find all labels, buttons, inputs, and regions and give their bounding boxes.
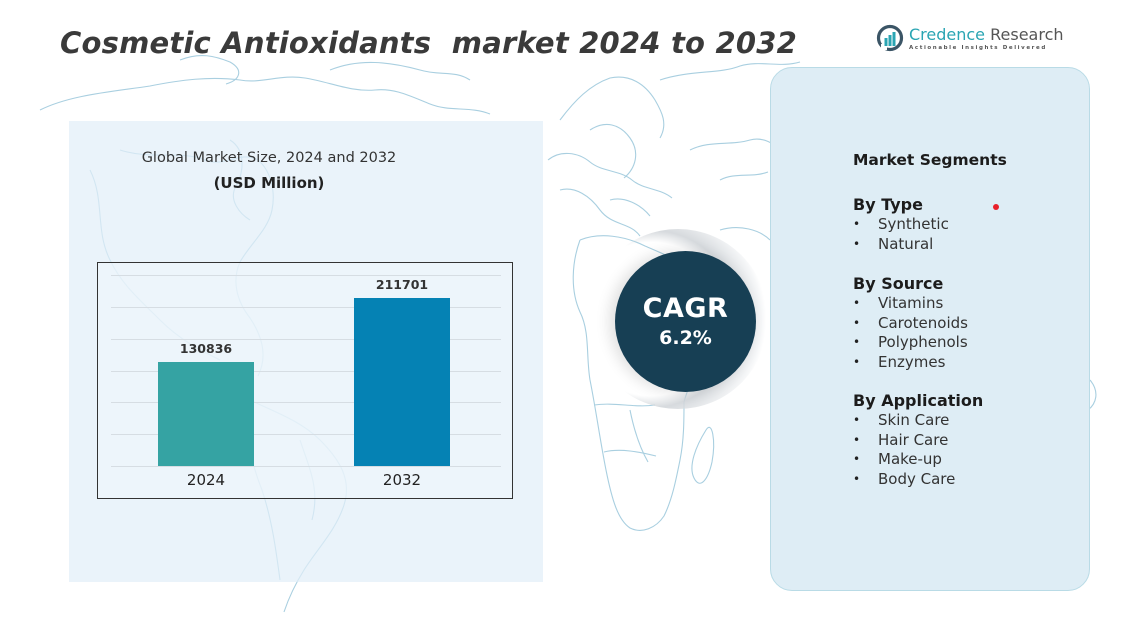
segment-item: • Make-up — [853, 450, 983, 470]
market-segments-title: Market Segments — [853, 151, 1007, 169]
gridline — [111, 434, 501, 436]
segment-item-label: Skin Care — [878, 411, 950, 429]
segment-item: • Hair Care — [853, 431, 983, 451]
market-segments-panel — [770, 67, 1090, 591]
bar-2032 — [354, 297, 450, 466]
red-dot-marker — [993, 204, 999, 210]
bar-chart: 130836 2024 211701 2032 — [97, 262, 513, 499]
segment-item-label: Carotenoids — [878, 313, 968, 332]
page-title: Cosmetic Antioxidants market 2024 to 203… — [60, 26, 797, 60]
chart-title: Global Market Size, 2024 and 2032 — [141, 150, 397, 166]
segment-item-label: Natural — [878, 234, 934, 253]
segment-group-title: By Application — [853, 391, 984, 410]
bullet-icon: • — [853, 413, 861, 427]
bar-value-label: 211701 — [375, 276, 429, 292]
gridline — [111, 275, 501, 276]
bullet-icon: • — [853, 471, 861, 486]
x-axis-label: 2024 — [186, 471, 226, 489]
segment-group-title: By Source — [853, 274, 944, 293]
cagr-value: 6.2% — [659, 326, 712, 349]
segment-group-type: By Type • Synthetic • Natural — [853, 195, 949, 254]
segment-item-label: Enzymes — [878, 352, 946, 371]
segment-item-label: Make-up — [878, 450, 942, 468]
logo-name-accent: Credence — [909, 24, 986, 44]
gridline — [111, 370, 501, 372]
segment-group-title: By Type — [853, 195, 923, 214]
x-axis-label: 2032 — [382, 471, 422, 489]
segment-item: • Skin Care — [853, 411, 983, 431]
bullet-icon: • — [853, 432, 861, 447]
bullet-icon: • — [853, 217, 861, 231]
gridline — [111, 402, 501, 404]
segment-item-label: Vitamins — [878, 294, 944, 312]
cagr-label: CAGR — [642, 292, 729, 324]
segment-item: • Body Care — [853, 470, 983, 490]
bullet-icon: • — [853, 335, 861, 349]
bar-2024 — [158, 361, 254, 466]
segment-group-source: By Source • Vitamins • Carotenoids • Polyph… — [853, 274, 968, 372]
gridline — [111, 306, 501, 308]
logo-name-rest: Research — [985, 24, 1064, 44]
gridline — [111, 338, 501, 340]
gridline — [111, 466, 501, 467]
cagr-badge: CAGR 6.2% — [615, 251, 756, 392]
segment-item: • Synthetic — [853, 215, 949, 235]
bullet-icon: • — [853, 296, 861, 310]
bullet-icon: • — [853, 236, 861, 251]
segment-item: • Vitamins — [853, 294, 968, 314]
bullet-icon: • — [853, 315, 861, 330]
segment-group-application: By Application • Skin Care • Hair Care • Ma… — [853, 391, 983, 489]
segment-item-label: Body Care — [878, 469, 956, 488]
bar-chart-circle-icon — [876, 24, 904, 52]
segment-item: • Natural — [853, 235, 949, 255]
segment-item-label: Synthetic — [878, 215, 949, 233]
segment-item: • Enzymes — [853, 353, 968, 373]
bullet-icon: • — [853, 354, 861, 369]
bar-value-label: 130836 — [179, 340, 233, 356]
segment-item-label: Hair Care — [878, 430, 949, 449]
segment-item: • Carotenoids — [853, 314, 968, 334]
segment-item: • Polyphenols — [853, 333, 968, 353]
segment-item-label: Polyphenols — [878, 333, 968, 351]
bullet-icon: • — [853, 452, 861, 466]
chart-unit: (USD Million) — [213, 174, 325, 192]
logo-tagline: Actionable Insights Delivered — [909, 44, 1047, 51]
logo-name: Credence Research — [909, 24, 1064, 44]
credence-research-logo: Credence Research Actionable Insights De… — [876, 24, 1064, 52]
